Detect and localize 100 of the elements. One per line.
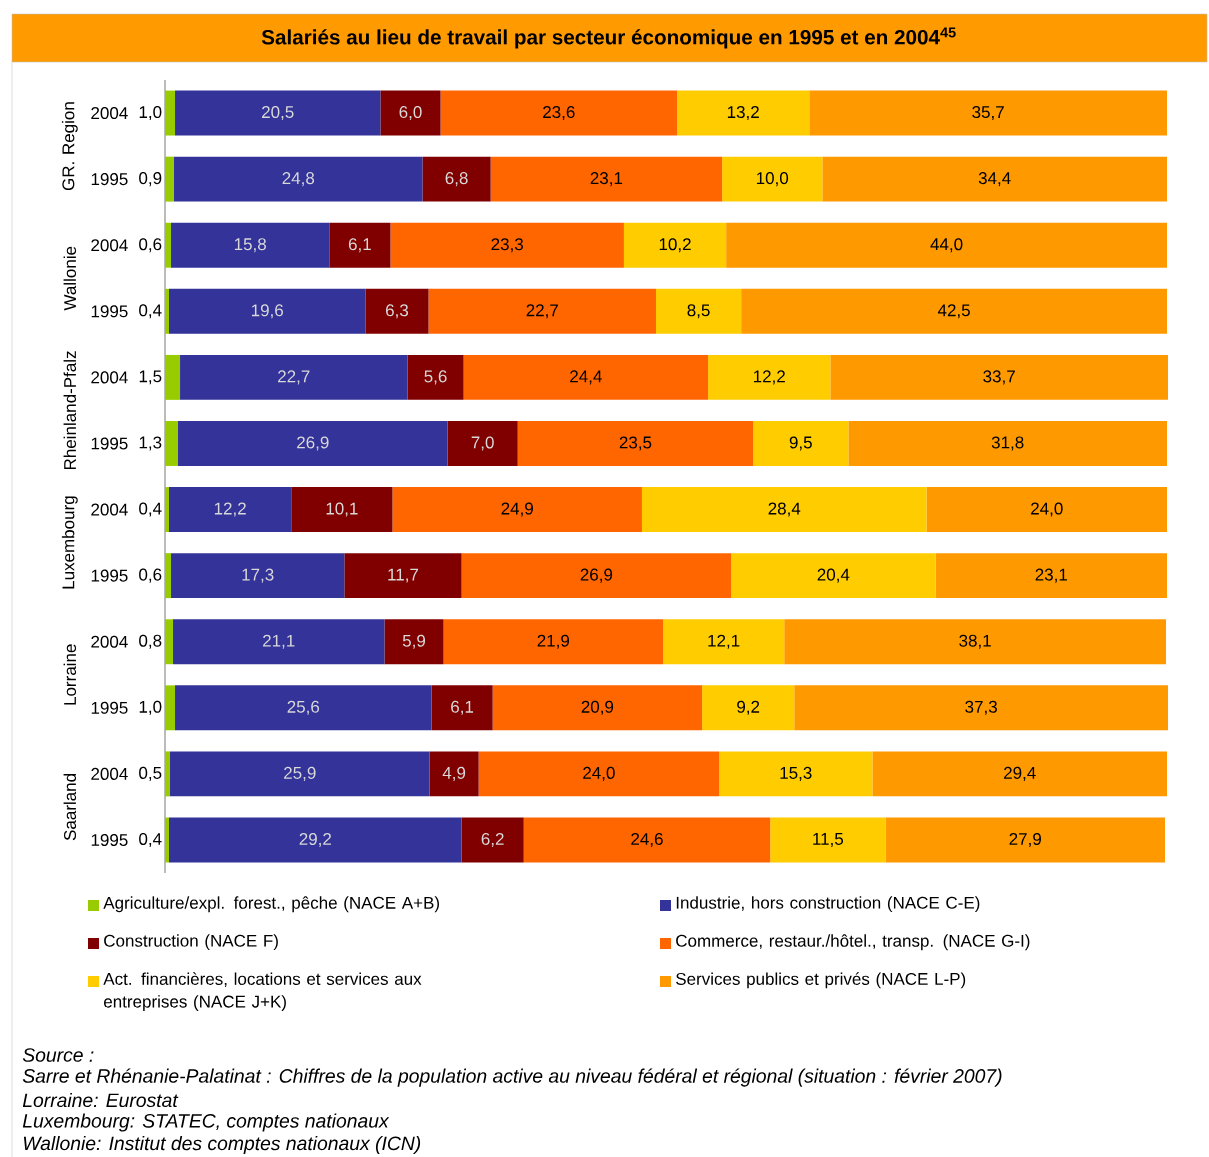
data-label: 20,5 <box>262 106 294 121</box>
bar <box>392 487 642 533</box>
bar <box>885 817 1166 863</box>
data-label: 23,5 <box>619 436 652 451</box>
bar <box>165 553 172 599</box>
data-label: 0,5 <box>139 766 162 781</box>
bar <box>165 619 174 665</box>
bar <box>822 156 1168 202</box>
bar <box>429 751 479 797</box>
bar <box>174 156 423 202</box>
y-tick-label: 2004 <box>91 503 128 516</box>
bar <box>165 751 171 797</box>
data-label: 9,5 <box>789 436 812 451</box>
data-label: 29,4 <box>1004 766 1036 781</box>
bar <box>623 222 727 268</box>
data-label: 17,3 <box>242 568 274 583</box>
data-label: 0,6 <box>139 238 162 253</box>
bar <box>708 354 831 400</box>
bar <box>794 685 1169 731</box>
bar <box>165 156 175 202</box>
bar <box>169 817 462 863</box>
data-label: 8,5 <box>687 304 710 319</box>
bar <box>165 90 176 136</box>
data-label: 22,7 <box>278 370 310 385</box>
bar <box>478 751 720 797</box>
data-label: 23,1 <box>590 172 623 187</box>
bar <box>165 354 181 400</box>
bar <box>180 354 408 400</box>
bar <box>171 222 330 268</box>
bar <box>443 619 663 665</box>
data-label: 6,2 <box>481 832 504 847</box>
bar <box>171 553 345 599</box>
data-label: 19,6 <box>251 304 283 319</box>
bar <box>722 156 823 202</box>
y-tick-label: 1995 <box>91 833 128 846</box>
source-note: Source : <box>22 1048 94 1062</box>
data-label: 0,4 <box>139 832 162 847</box>
data-label: 24,0 <box>583 766 615 781</box>
data-label: 21,1 <box>263 634 295 649</box>
bar <box>447 421 518 466</box>
data-label: 37,3 <box>965 700 997 715</box>
legend-label: Services publics et privés (NACE L-P) <box>676 972 966 989</box>
data-label: 4,9 <box>442 766 466 781</box>
data-label: 11,5 <box>813 833 844 847</box>
y-tick-label: 1995 <box>91 569 128 582</box>
bar <box>461 553 732 599</box>
data-label: 6,1 <box>348 238 371 253</box>
legend-label: Agriculture/expl. forest., pêche (NACE A+B) <box>103 896 439 913</box>
y-tick-label: 1995 <box>91 173 128 186</box>
bar <box>407 354 464 400</box>
y-tick-label: 2004 <box>91 635 128 648</box>
data-label: 1,3 <box>139 436 162 451</box>
data-label: 12,2 <box>753 370 785 385</box>
legend-label: Commerce, restaur./hôtel., transp. (NACE G-I) <box>676 934 1030 951</box>
data-label: 0,4 <box>139 502 162 517</box>
bar <box>719 751 873 797</box>
data-label: 24,8 <box>282 172 315 187</box>
bar <box>492 685 703 731</box>
data-label: 5,6 <box>424 370 447 385</box>
data-label: 28,4 <box>768 502 801 517</box>
bar <box>175 685 432 731</box>
bar <box>784 619 1167 665</box>
data-label: 11,7 <box>388 568 419 583</box>
y-tick-label: 1995 <box>91 437 128 450</box>
data-label: 5,9 <box>402 634 426 649</box>
data-label: 29,2 <box>299 832 331 847</box>
bar <box>770 817 886 863</box>
y-tick-label: 2004 <box>91 107 128 120</box>
data-label: 33,7 <box>983 370 1015 385</box>
bar <box>329 222 391 268</box>
y-tick-label: 2004 <box>91 371 128 384</box>
bar <box>165 685 176 731</box>
bar <box>431 685 493 731</box>
data-label: 6,1 <box>451 700 474 715</box>
data-label: 13,2 <box>727 106 759 121</box>
data-label: 12,1 <box>708 634 740 649</box>
text: Lorraine <box>63 644 77 705</box>
data-label: 20,4 <box>817 568 850 583</box>
bar <box>165 421 179 466</box>
data-label: 20,9 <box>581 700 614 715</box>
bar <box>170 751 430 797</box>
bar <box>935 553 1168 599</box>
bar <box>422 156 491 202</box>
bar <box>490 156 723 202</box>
data-label: 21,9 <box>537 634 570 649</box>
data-label: 44,0 <box>930 238 963 253</box>
y-tick-label: 1995 <box>91 701 128 714</box>
bar <box>428 288 656 334</box>
bar <box>677 90 810 136</box>
bar <box>461 817 524 863</box>
legend-label: Act. financières, locations et services aux entreprises (NACE J+K) <box>103 972 422 1011</box>
legend-label: Industrie, hors construction (NACE C-E) <box>676 896 980 913</box>
data-label: 1,0 <box>139 106 162 121</box>
bar <box>731 553 936 599</box>
bar <box>390 222 624 268</box>
data-label: 9,2 <box>737 700 760 715</box>
data-label: 1,0 <box>139 700 162 715</box>
bar <box>165 817 170 863</box>
data-label: 24,0 <box>1031 502 1063 517</box>
bar <box>702 685 795 731</box>
